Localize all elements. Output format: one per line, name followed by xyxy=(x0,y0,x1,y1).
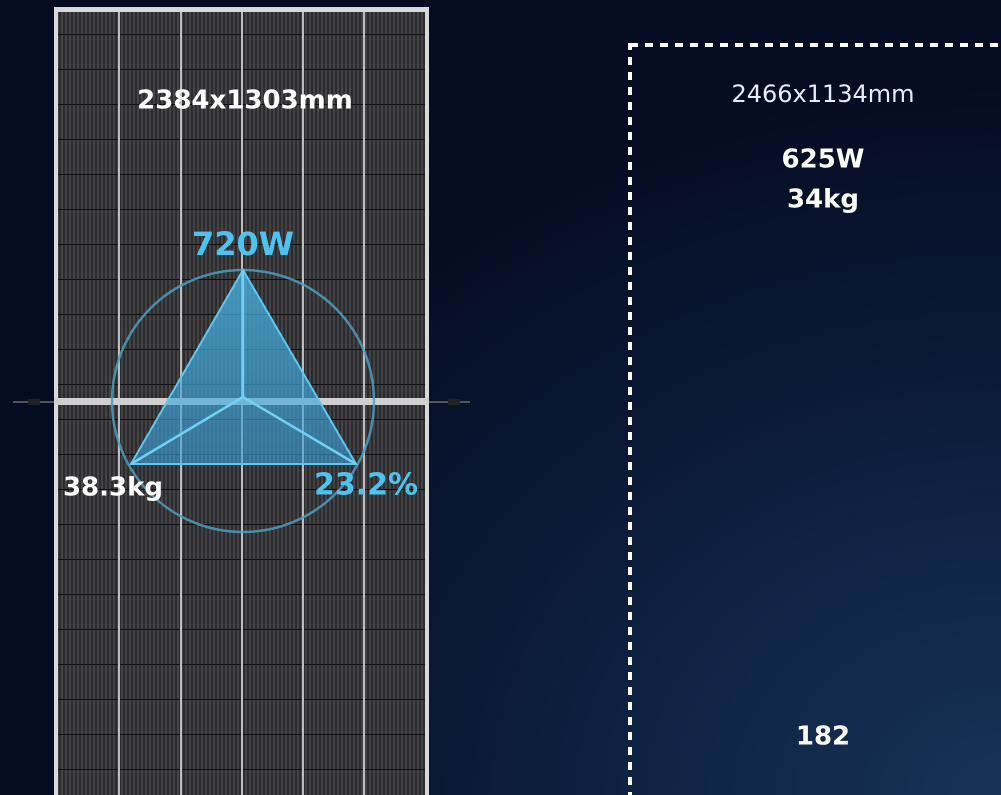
radar-spokes xyxy=(130,270,357,466)
compare-dimensions: 2466x1134mm xyxy=(731,80,914,108)
dimensions-label: 2384x1303mm xyxy=(137,86,353,116)
compare-power: 625W xyxy=(782,145,865,175)
power-label: 720W xyxy=(192,225,294,263)
compare-cell: 182 xyxy=(796,722,850,752)
connector xyxy=(28,399,40,405)
compare-weight: 34kg xyxy=(787,185,859,215)
efficiency-label: 23.2% xyxy=(314,468,418,503)
compare-outline xyxy=(628,43,1001,795)
connector xyxy=(448,399,460,405)
weight-label: 38.3kg xyxy=(63,473,163,503)
